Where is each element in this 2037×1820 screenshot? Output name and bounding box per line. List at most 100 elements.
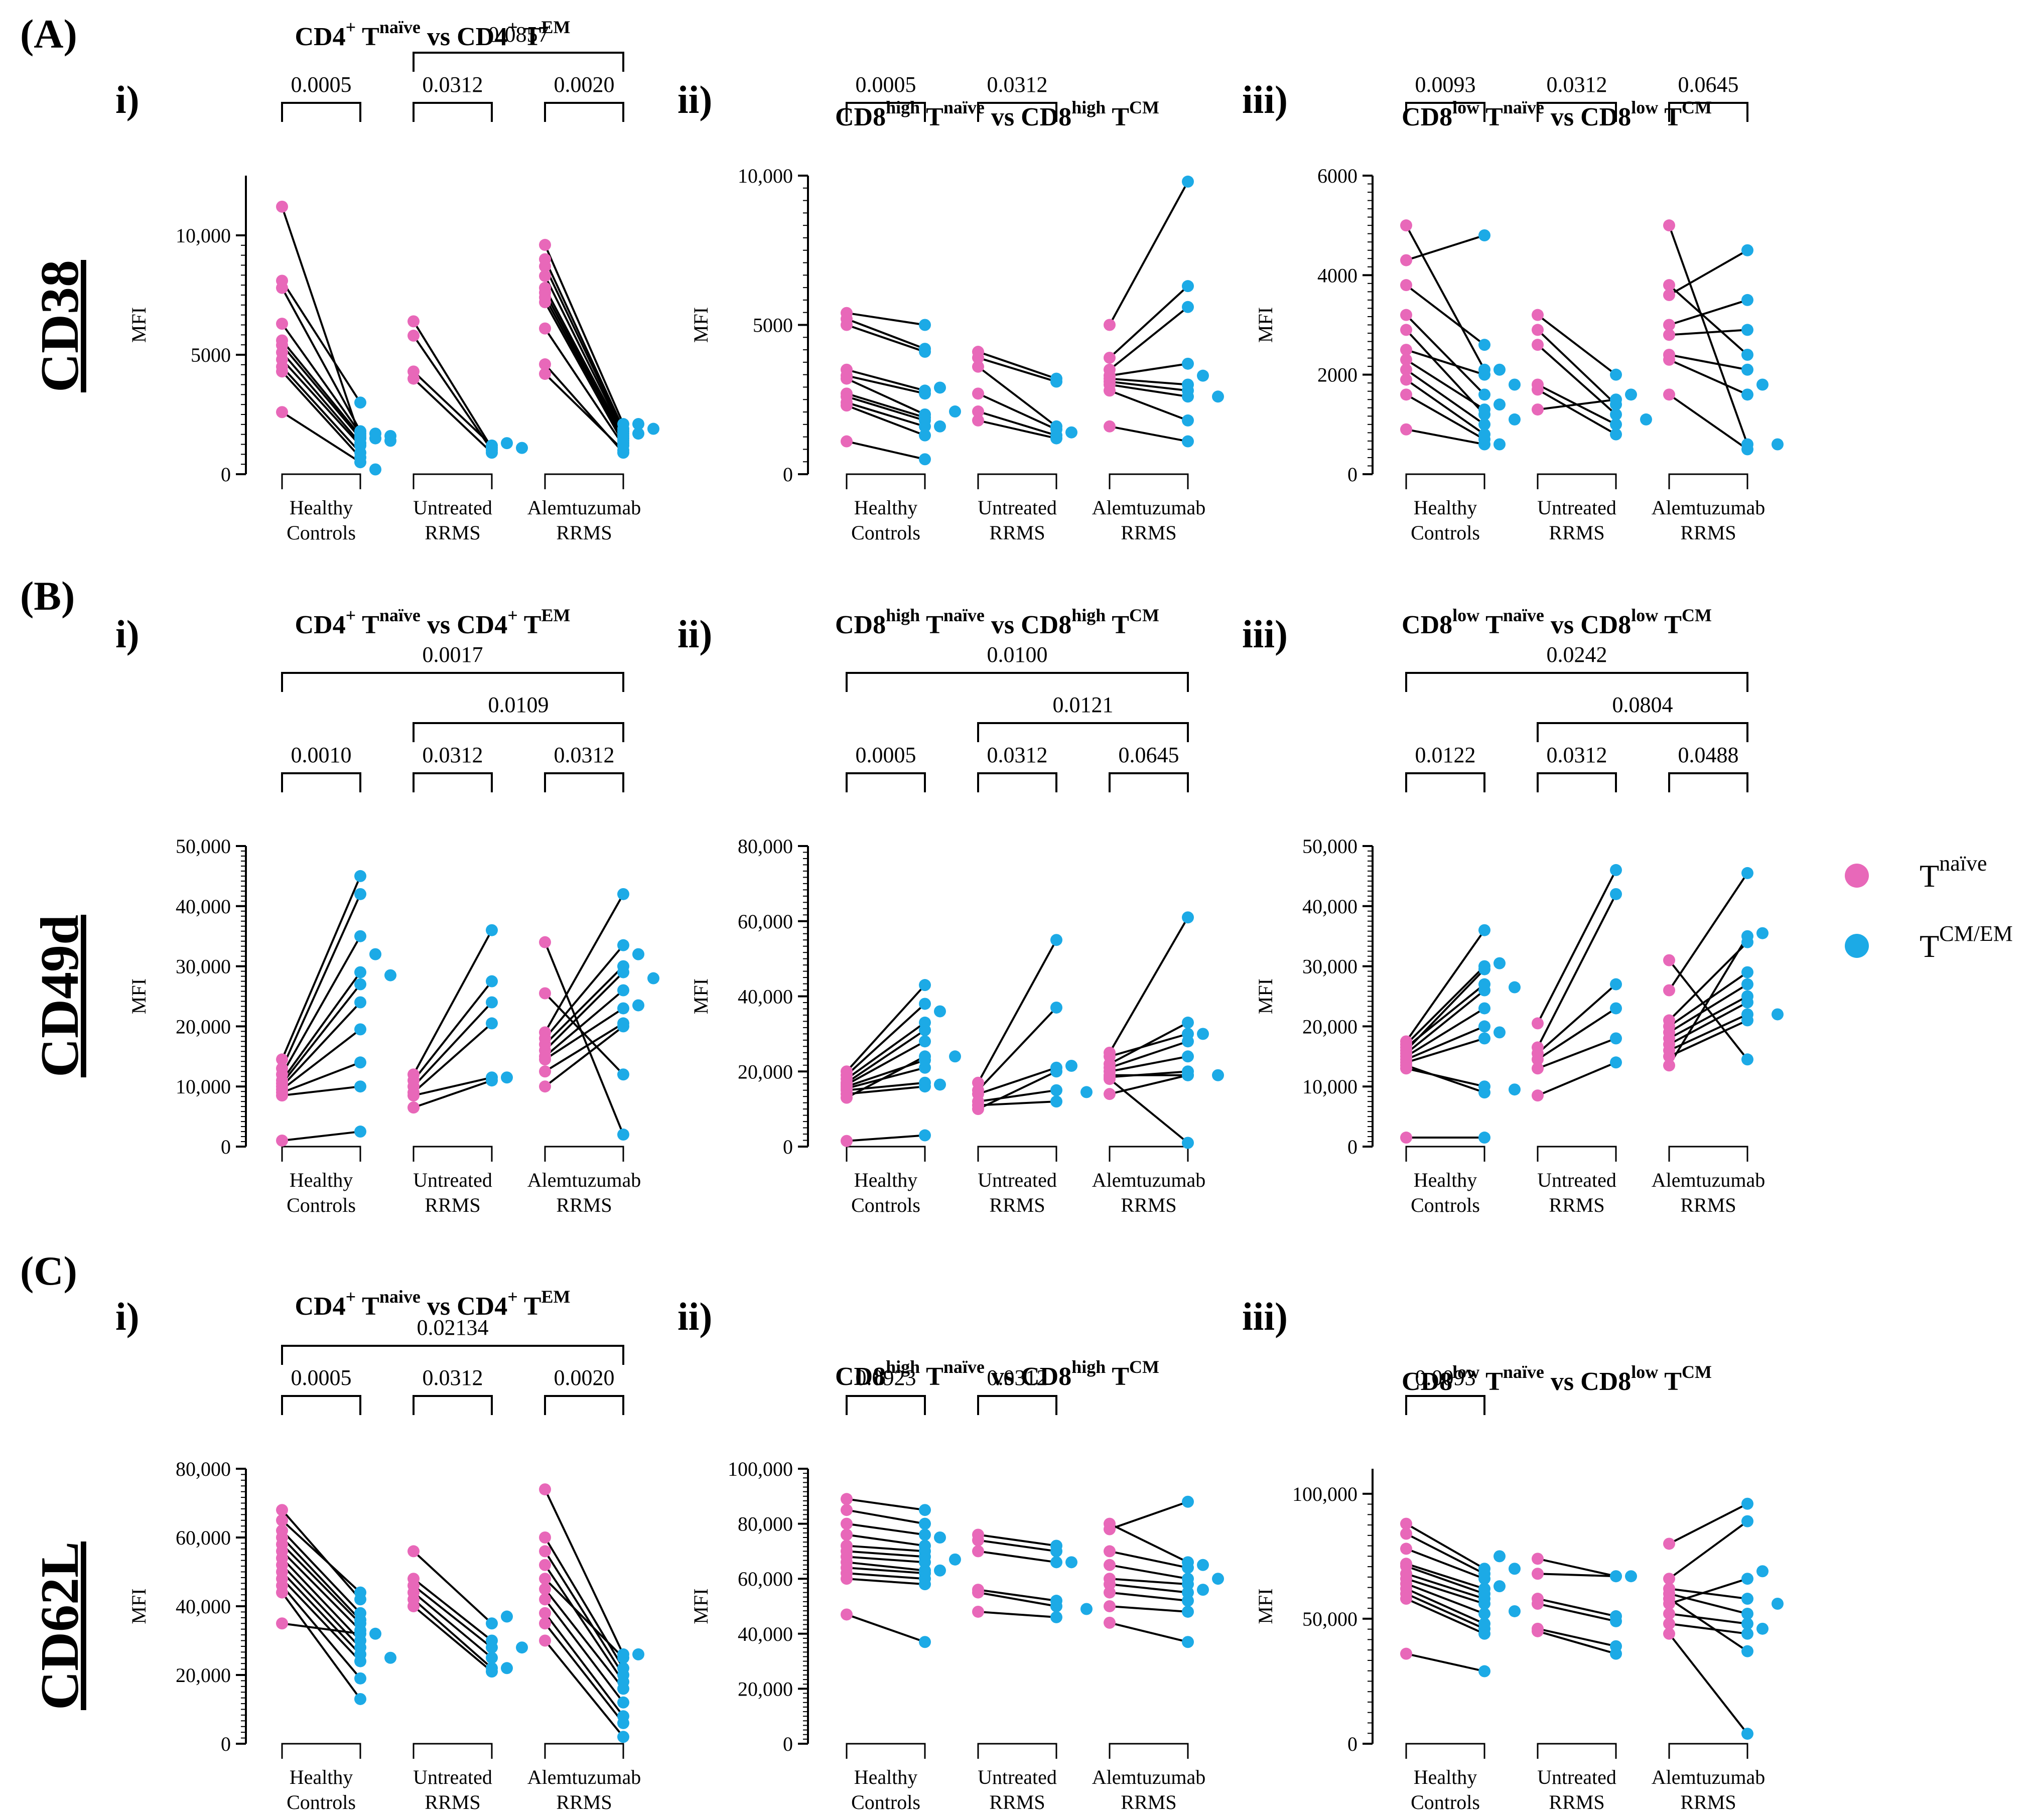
pair-line: [1669, 1612, 1748, 1625]
cm-em-point: [1478, 1598, 1490, 1610]
significance-bracket: [281, 102, 361, 122]
naive-point: [276, 1617, 288, 1630]
pair-line: [281, 1544, 361, 1624]
cm-em-point: [1050, 1611, 1062, 1623]
category-tick: [413, 1146, 493, 1162]
cm-em-point: [486, 1617, 498, 1630]
pair-line: [1109, 380, 1188, 392]
category-label: RRMS: [1549, 521, 1604, 544]
category-label: Alemtuzumab: [527, 1169, 641, 1191]
pair-line: [1406, 1522, 1485, 1570]
pair-line: [413, 1002, 493, 1087]
p-value-label: 0.0093: [1415, 72, 1476, 97]
chart-B-ii: ii) CD8high​ Tnaïve​ vs CD8high​ TCM​ 0 20,…: [677, 605, 1224, 1216]
pair-line: [1405, 378, 1485, 436]
significance-bracket: [281, 1345, 624, 1365]
pair-line: [1669, 1001, 1748, 1046]
cm-em-point: [486, 1074, 498, 1087]
pair-line: [1537, 984, 1617, 1054]
naive-point: [1663, 388, 1675, 401]
pair-line: [846, 401, 925, 428]
naive-point: [841, 1493, 853, 1505]
pair-line: [1669, 359, 1748, 396]
category-label: RRMS: [989, 521, 1045, 544]
cm-em-point: [1080, 1603, 1093, 1615]
y-tick-label: 40,000: [176, 1595, 231, 1618]
cm-em-point: [617, 888, 629, 900]
legend-item: Tnaïve: [1845, 851, 1987, 894]
pair-line: [413, 1598, 493, 1669]
category-tick: [846, 473, 926, 489]
cm-em-point: [1741, 1645, 1753, 1657]
y-tick-label: 30,000: [176, 955, 231, 978]
cm-em-point: [1478, 963, 1490, 975]
y-tick-label: 60,000: [738, 910, 793, 933]
significance-bracket: [281, 1395, 361, 1415]
cm-em-point: [617, 1683, 629, 1695]
pair-line: [281, 206, 361, 439]
pair-line: [1537, 1627, 1616, 1647]
pair-line: [281, 1571, 361, 1655]
y-tick-label: 40,000: [738, 1623, 793, 1645]
cm-em-point: [1050, 1600, 1062, 1612]
cm-em-point: [486, 1641, 498, 1654]
category-label: Healthy: [854, 496, 918, 519]
pair-line: [1669, 1622, 1748, 1635]
significance-bracket: [413, 722, 624, 742]
cm-em-point: [919, 1504, 931, 1516]
cm-em-point: [1493, 438, 1506, 451]
cm-em-point: [1741, 1593, 1753, 1605]
pair-line: [1406, 1532, 1485, 1575]
cm-em-point: [1050, 1556, 1062, 1569]
cm-em-point: [919, 387, 931, 400]
p-value-label: 0.0645: [1678, 72, 1739, 97]
pair-line: [1109, 377, 1188, 386]
cm-em-point: [617, 444, 629, 457]
naive-point: [1104, 351, 1116, 364]
naive-point: [1400, 1543, 1412, 1555]
category-tick: [1109, 473, 1189, 489]
pair-line: [1109, 362, 1188, 377]
pair-line: [413, 370, 493, 447]
category-tick: [977, 1146, 1057, 1162]
naive-point: [1400, 1527, 1412, 1540]
cm-em-point: [1080, 1086, 1093, 1098]
cm-em-point: [1212, 390, 1224, 403]
pair-line: [1109, 1022, 1188, 1065]
p-value-label: 0.0312: [987, 743, 1048, 767]
y-tick-label: 0: [783, 1733, 793, 1755]
cm-em-point: [384, 435, 396, 447]
naive-point: [539, 296, 551, 309]
naive-point: [1400, 219, 1412, 232]
pair-line: [1109, 1564, 1188, 1580]
cm-em-point: [1478, 403, 1490, 416]
naive-point: [276, 1135, 288, 1147]
pair-line: [281, 876, 361, 1060]
naive-point: [1663, 954, 1675, 966]
naive-point: [408, 1101, 420, 1114]
pair-line: [281, 1536, 361, 1621]
naive-point: [1532, 1053, 1544, 1066]
pair-line: [978, 419, 1057, 440]
y-axis-label: MFI: [127, 307, 150, 343]
category-label: Alemtuzumab: [527, 1766, 641, 1788]
category-label: RRMS: [425, 1791, 480, 1813]
cm-em-point: [1610, 368, 1622, 381]
y-tick-label: 40,000: [1302, 895, 1357, 918]
pair-line: [1109, 306, 1189, 371]
naive-point: [1663, 1050, 1675, 1063]
p-value-label: 0.0005: [856, 72, 916, 97]
naive-point: [1532, 403, 1544, 416]
cm-em-point: [501, 1610, 513, 1623]
legend-label: TCM/EM: [1920, 921, 2013, 964]
pair-line: [544, 244, 624, 425]
category-label: Alemtuzumab: [1652, 496, 1766, 519]
pair-line: [1405, 284, 1485, 346]
cm-em-point: [1625, 1570, 1637, 1583]
cm-em-point: [1625, 388, 1637, 401]
pair-line: [1405, 989, 1485, 1054]
pair-line: [544, 1489, 624, 1655]
cm-em-point: [1772, 438, 1784, 451]
y-tick-label: 10,000: [1302, 1075, 1357, 1098]
pair-line: [1537, 329, 1617, 405]
